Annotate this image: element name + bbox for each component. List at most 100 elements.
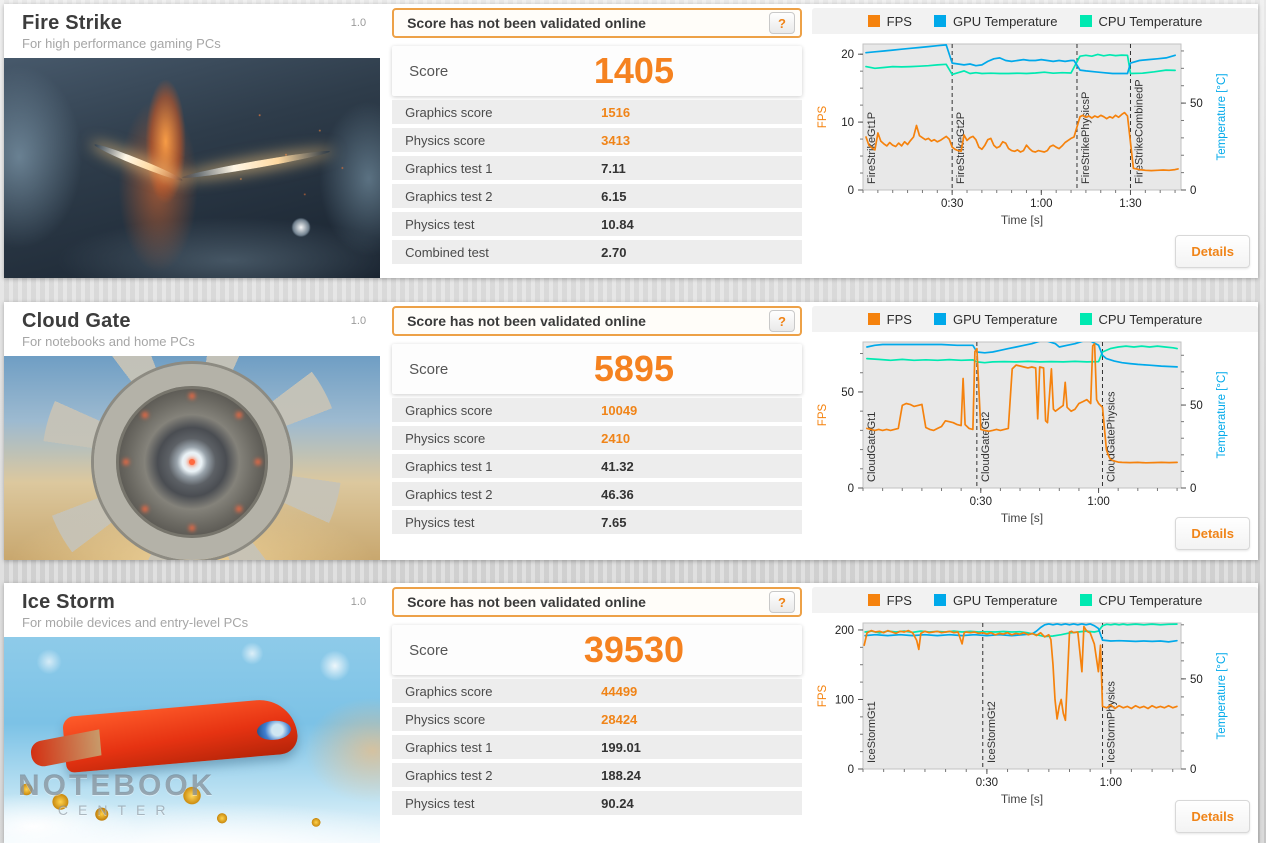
score-row-label: Combined test: [405, 244, 489, 260]
score-row-value: 188.24: [601, 767, 641, 783]
score-row-value: 7.11: [601, 160, 626, 176]
score-row-label: Physics score: [405, 132, 486, 148]
score-table-row: Graphics score 1516: [392, 100, 802, 124]
svg-text:1:00: 1:00: [1087, 496, 1109, 508]
total-score-card: Score 39530: [392, 625, 802, 675]
gpu-temperature-swatch-icon: [933, 15, 946, 27]
svg-text:FPS: FPS: [817, 105, 829, 128]
legend-item: FPS: [867, 312, 912, 327]
benchmark-panel-ice-storm: Ice Storm For mobile devices and entry-l…: [4, 583, 1258, 843]
legend-label: GPU Temperature: [952, 592, 1058, 608]
cloud-gate-left-column: Cloud Gate For notebooks and home PCs 1.…: [4, 302, 381, 560]
chart-legend: FPS GPU Temperature CPU Temperature: [812, 306, 1258, 332]
score-row-value: 10049: [601, 402, 638, 418]
score-row-value: 2410: [601, 430, 631, 446]
svg-text:IceStormGt2: IceStormGt2: [986, 701, 998, 763]
ice-storm-chart-column: FPS GPU Temperature CPU Temperature 0 100 20…: [812, 583, 1258, 843]
score-row-label: Physics test: [405, 795, 475, 811]
score-row-value: 3413: [601, 132, 631, 148]
ice-storm-preview-image: NOTEBOOK CENTER: [4, 637, 381, 843]
details-button[interactable]: Details: [1175, 800, 1250, 833]
score-row-value: 1516: [601, 104, 631, 120]
score-table-row: Physics test 10.84: [392, 212, 802, 236]
score-table-row: Graphics test 2 188.24: [392, 763, 802, 787]
score-table-row: Physics test 90.24: [392, 791, 802, 815]
help-icon[interactable]: ?: [769, 591, 795, 613]
svg-text:50: 50: [1190, 674, 1203, 686]
score-row-value: 10.84: [601, 216, 634, 232]
score-label: Score: [409, 62, 449, 80]
gate-lights-decoration: [189, 459, 196, 466]
score-table-row: Graphics test 1 199.01: [392, 735, 802, 759]
score-row-label: Physics test: [405, 216, 475, 232]
score-row-label: Graphics score: [405, 104, 493, 120]
legend-label: GPU Temperature: [952, 311, 1058, 327]
svg-text:FireStrikeCombinedP: FireStrikeCombinedP: [1133, 79, 1145, 184]
details-button[interactable]: Details: [1175, 235, 1250, 268]
svg-text:200: 200: [835, 625, 854, 637]
legend-item: GPU Temperature: [933, 592, 1058, 608]
total-score-value: 1405: [593, 50, 674, 91]
benchmark-version: 1.0: [350, 596, 367, 608]
svg-text:0:30: 0:30: [976, 777, 998, 789]
fire-strike-header: Fire Strike For high performance gaming …: [4, 4, 380, 58]
legend-label: FPS: [886, 13, 912, 29]
validation-banner-text: Score has not been validated online: [407, 313, 646, 329]
score-table-row: Combined test 2.70: [392, 240, 802, 264]
total-score-value: 39530: [583, 629, 684, 670]
score-row-label: Graphics test 1: [405, 160, 493, 176]
benchmark-panel-fire-strike: Fire Strike For high performance gaming …: [4, 4, 1258, 278]
score-row-value: 90.24: [601, 795, 634, 811]
svg-text:Temperature [°C]: Temperature [°C]: [1216, 652, 1228, 739]
score-table-row: Physics score 3413: [392, 128, 802, 152]
score-row-label: Graphics test 2: [405, 188, 493, 204]
svg-text:Temperature [°C]: Temperature [°C]: [1216, 371, 1228, 458]
legend-item: CPU Temperature: [1079, 593, 1202, 608]
score-label: Score: [409, 641, 449, 659]
score-table-row: Physics score 28424: [392, 707, 802, 731]
svg-text:0: 0: [848, 185, 854, 197]
help-icon[interactable]: ?: [769, 12, 795, 34]
help-icon[interactable]: ?: [769, 310, 795, 332]
legend-label: FPS: [886, 592, 912, 608]
sub-score-table: Graphics score 1516 Physics score 3413 Graph…: [392, 100, 802, 264]
svg-text:50: 50: [1190, 98, 1203, 110]
total-score-value: 5895: [593, 348, 674, 389]
svg-text:FPS: FPS: [817, 403, 829, 426]
legend-label: CPU Temperature: [1098, 311, 1203, 327]
details-button[interactable]: Details: [1175, 517, 1250, 550]
benchmark-subtitle: For notebooks and home PCs: [22, 334, 195, 349]
validation-banner: Score has not been validated online ?: [392, 8, 802, 38]
chart-legend: FPS GPU Temperature CPU Temperature: [812, 587, 1258, 613]
monitoring-chart: 0 50 0 50 0:30 1:00 CloudGateGt1 CloudGateGt2 Cl…: [817, 341, 1228, 525]
gpu-temperature-swatch-icon: [933, 594, 946, 606]
svg-text:CloudGateGt1: CloudGateGt1: [866, 412, 878, 482]
cpu-temperature-swatch-icon: [1079, 15, 1092, 27]
benchmark-panel-cloud-gate: Cloud Gate For notebooks and home PCs 1.…: [4, 302, 1258, 560]
sub-score-table: Graphics score 44499 Physics score 28424 Gra…: [392, 679, 802, 815]
cloud-gate-score-column: Score has not been validated online ? Sc…: [392, 302, 802, 560]
legend-item: CPU Temperature: [1079, 311, 1203, 327]
ice-storm-score-column: Score has not been validated online ? Sc…: [392, 583, 802, 843]
cpu-temperature-swatch-icon: [1079, 594, 1092, 606]
watermark-line1: NOTEBOOK: [18, 769, 216, 802]
benchmark-version: 1.0: [350, 17, 367, 29]
validation-banner: Score has not been validated online ?: [392, 587, 802, 617]
cloud-gate-chart-column: FPS GPU Temperature CPU Temperature 0 50 0 50…: [812, 302, 1258, 560]
benchmark-title: Fire Strike: [22, 12, 123, 34]
score-row-value: 46.36: [601, 486, 634, 502]
score-table-row: Physics score 2410: [392, 426, 802, 450]
score-row-value: 6.15: [601, 188, 627, 204]
score-table-row: Graphics test 1 41.32: [392, 454, 802, 478]
legend-item: GPU Temperature: [933, 311, 1058, 327]
svg-text:50: 50: [841, 387, 854, 399]
svg-text:100: 100: [835, 694, 854, 706]
fps-swatch-icon: [867, 313, 880, 325]
legend-item: FPS: [867, 13, 912, 29]
notebook-center-watermark: NOTEBOOK CENTER: [18, 769, 216, 818]
svg-text:IceStormGt1: IceStormGt1: [866, 701, 878, 763]
cloud-gate-preview-image: [4, 356, 381, 560]
ice-storm-left-column: Ice Storm For mobile devices and entry-l…: [4, 583, 381, 843]
svg-text:0: 0: [1190, 185, 1196, 197]
